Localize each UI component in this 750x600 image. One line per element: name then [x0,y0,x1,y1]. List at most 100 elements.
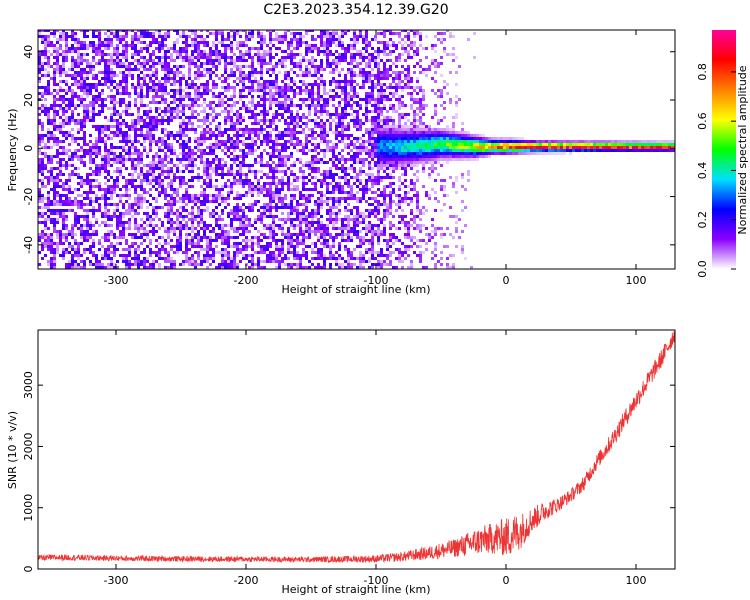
heatmap-cell [284,164,287,167]
heatmap-cell [125,212,128,215]
heatmap-cell [167,155,170,158]
heatmap-cell [149,65,152,68]
heatmap-cell [242,254,245,257]
heatmap-cell [50,53,53,56]
heatmap-cell [89,260,92,263]
heatmap-cell [119,230,122,233]
heatmap-cell [161,161,164,164]
heatmap-cell [260,239,263,242]
heatmap-cell [245,59,248,62]
heatmap-cell [233,161,236,164]
heatmap-cell [260,131,263,134]
heatmap-cell [293,92,296,95]
heatmap-cell [239,242,242,245]
heatmap-cell [257,191,260,194]
heatmap-cell [158,30,161,32]
heatmap-cell [293,38,296,41]
heatmap-cell [341,47,344,50]
heatmap-cell [206,209,209,212]
heatmap-cell [197,155,200,158]
heatmap-cell [44,221,47,224]
heatmap-cell [203,161,206,164]
heatmap-cell [260,119,263,122]
heatmap-cell [179,161,182,164]
heatmap-cell [341,56,344,59]
heatmap-cell [329,32,332,35]
heatmap-cell [263,212,266,215]
heatmap-cell [242,128,245,131]
heatmap-cell [80,194,83,197]
heatmap-cell [152,230,155,233]
heatmap-cell [263,89,266,92]
heatmap-cell [341,35,344,38]
heatmap-cell [161,77,164,80]
heatmap-cell [56,110,59,113]
heatmap-cell [152,62,155,65]
heatmap-cell [71,116,74,119]
heatmap-cell [80,215,83,218]
heatmap-cell [209,104,212,107]
heatmap-cell [179,50,182,53]
heatmap-cell [164,44,167,47]
heatmap-cell [302,209,305,212]
heatmap-cell [107,164,110,167]
heatmap-cell [332,224,335,227]
heatmap-cell [248,146,251,149]
heatmap-cell [149,188,152,191]
heatmap-cell [275,239,278,242]
heatmap-cell [260,95,263,98]
heatmap-cell [329,89,332,92]
heatmap-cell [53,176,56,179]
heatmap-cell [242,149,245,152]
heatmap-cell [95,143,98,146]
heatmap-cell [134,221,137,224]
heatmap-cell [140,143,143,146]
heatmap-cell [116,32,119,35]
heatmap-cell [41,167,44,170]
heatmap-cell [332,188,335,191]
heatmap-cell [260,110,263,113]
heatmap-cell [62,35,65,38]
heatmap-cell [224,200,227,203]
heatmap-cell [260,218,263,221]
heatmap-cell [71,140,74,143]
heatmap-cell [38,68,41,71]
heatmap-cell [185,242,188,245]
heatmap-cell [326,161,329,164]
heatmap-cell [332,41,335,44]
heatmap-cell [230,71,233,74]
heatmap-cell [302,83,305,86]
heatmap-cell [335,131,338,134]
heatmap-cell [146,176,149,179]
heatmap-cell [143,188,146,191]
heatmap-cell [206,236,209,239]
heatmap-cell [341,119,344,122]
heatmap-cell [215,68,218,71]
heatmap-cell [158,62,161,65]
heatmap-cell [248,74,251,77]
heatmap-cell [269,200,272,203]
heatmap-cell [134,104,137,107]
heatmap-cell [230,260,233,263]
heatmap-cell [284,83,287,86]
heatmap-cell [146,134,149,137]
heatmap-cell [326,185,329,188]
heatmap-cell [293,227,296,230]
heatmap-cell [341,86,344,89]
heatmap-cell [311,56,314,59]
heatmap-cell [233,95,236,98]
heatmap-cell [86,71,89,74]
heatmap-cell [245,74,248,77]
heatmap-cell [335,113,338,116]
heatmap-cell [101,266,104,269]
heatmap-cell [83,71,86,74]
heatmap-cell [239,128,242,131]
heatmap-cell [242,158,245,161]
heatmap-cell [317,95,320,98]
heatmap-cell [224,236,227,239]
heatmap-cell [83,47,86,50]
heatmap-cell [230,221,233,224]
heatmap-cell [263,38,266,41]
heatmap-cell [68,260,71,263]
heatmap-cell [311,164,314,167]
